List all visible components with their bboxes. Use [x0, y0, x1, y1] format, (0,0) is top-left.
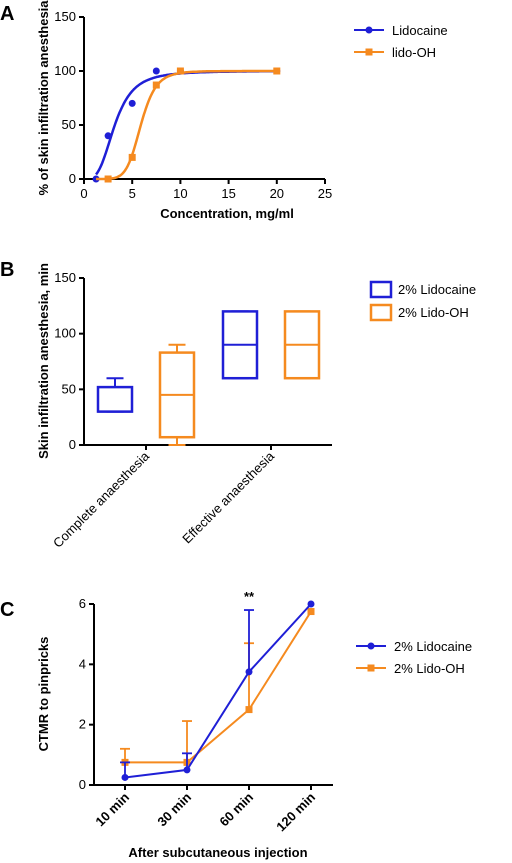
panel-a-point-lidocaine	[152, 67, 160, 75]
panel-a-fit-curve-lidocaine	[95, 70, 277, 176]
panel-a-y-tick-label: 150	[54, 9, 76, 24]
panel-c-category-label: 60 min	[216, 789, 256, 829]
panel-b-y-tick-label: 150	[54, 270, 76, 285]
panel-c-point-lidocaine	[245, 668, 253, 676]
legend-label-2pct-lido-oh: 2% Lido-OH	[398, 305, 469, 320]
panel-a-y-tick-label: 0	[69, 171, 76, 186]
panel-a-plot-area	[92, 67, 281, 183]
panel-c-line-lido-oh	[125, 610, 312, 764]
panel-c-legend: 2% Lidocaine 2% Lido-OH	[356, 639, 472, 676]
panel-a-x-axis-title: Concentration, mg/ml	[160, 206, 294, 221]
legend-label-lidocaine: Lidocaine	[392, 23, 448, 38]
panel-a-legend: Lidocaine lido-OH	[354, 23, 448, 60]
panel-label-a: A	[0, 3, 14, 25]
panel-a-x-tick-label: 10	[173, 186, 187, 201]
panel-c-point-lido-oh	[245, 706, 253, 714]
legend-marker-lidocaine	[365, 26, 373, 34]
panel-c-y-tick-label: 6	[79, 596, 86, 611]
legend-label-c-lidocaine: 2% Lidocaine	[394, 639, 472, 654]
panel-b-y-axis-title: Skin infiltration anesthesia, min	[36, 263, 51, 459]
panel-a-x-tick-label: 25	[318, 186, 332, 201]
panel-a-x-tick-label: 0	[80, 186, 87, 201]
panel-c-axes: 0 2 4 6 10 min 30 min 60 min 120 min	[79, 596, 333, 834]
panel-a-y-tick-label: 50	[62, 117, 76, 132]
legend-label-c-lido-oh: 2% Lido-OH	[394, 661, 465, 676]
panel-b-y-tick-label: 100	[54, 326, 76, 341]
panel-b-y-tick-label: 50	[62, 381, 76, 396]
panel-c-point-lidocaine	[183, 766, 191, 774]
panel-b-legend: 2% Lidocaine 2% Lido-OH	[369, 280, 476, 322]
legend-marker-c-lido-oh	[367, 664, 375, 672]
panel-a-y-axis-title: % of skin infiltration anesthesia	[36, 0, 51, 196]
panel-c-line-lidocaine	[124, 603, 312, 779]
panel-a-point-lidocaine	[128, 99, 136, 107]
panel-c-category-label: 120 min	[273, 789, 318, 834]
panel-c-category-label: 30 min	[154, 789, 194, 829]
panel-c-x-axis-title: After subcutaneous injection	[128, 845, 307, 860]
panel-label-c: C	[0, 599, 14, 621]
legend-marker-c-lidocaine	[367, 642, 375, 650]
panel-c-significance-annotation: **	[244, 589, 255, 604]
panel-c-category-label: 10 min	[92, 789, 132, 829]
panel-a-point-lido-oh	[104, 175, 112, 183]
legend-marker-lido-oh	[365, 48, 373, 56]
panel-b-category-label: Complete anaesthesia	[50, 448, 153, 551]
panel-a-x-tick-label: 5	[129, 186, 136, 201]
panel-a-fit-curve-lido-oh	[96, 69, 277, 181]
panel-a-point-lido-oh	[152, 81, 160, 89]
panel-c-plot-area: **	[120, 589, 315, 781]
panel-a-point-lidocaine	[104, 132, 112, 140]
panel-c-y-tick-label: 0	[79, 777, 86, 792]
panel-a-x-tick-label: 20	[270, 186, 284, 201]
panel-a-point-lido-oh	[273, 67, 281, 75]
panel-b-box-lidocaine	[96, 385, 134, 413]
panel-b-y-tick-label: 0	[69, 437, 76, 452]
panel-c-point-lidocaine	[307, 600, 315, 608]
panel-c-y-tick-label: 4	[79, 656, 86, 671]
legend-label-2pct-lidocaine: 2% Lidocaine	[398, 282, 476, 297]
panel-c-y-tick-label: 2	[79, 717, 86, 732]
panel-a-x-tick-label: 15	[221, 186, 235, 201]
legend-swatch-2pct-lido-oh	[369, 303, 393, 322]
panel-a-point-lido-oh	[176, 67, 184, 75]
legend-label-lido-oh: lido-OH	[392, 45, 436, 60]
panel-label-b: B	[0, 259, 14, 281]
panel-b-plot-area	[96, 310, 321, 446]
panel-c-y-axis-title: CTMR to pinpricks	[36, 637, 51, 752]
panel-a-point-lido-oh	[128, 153, 136, 161]
legend-swatch-2pct-lidocaine	[369, 280, 393, 299]
panel-b-category-label: Effective anaesthesia	[179, 448, 277, 546]
panel-a-axes: 0 5 10 15 20 25 0 50 100 150	[54, 9, 332, 201]
panel-c-point-lidocaine	[121, 773, 129, 781]
panel-a-y-tick-label: 100	[54, 63, 76, 78]
panel-c-point-lido-oh	[307, 608, 315, 616]
